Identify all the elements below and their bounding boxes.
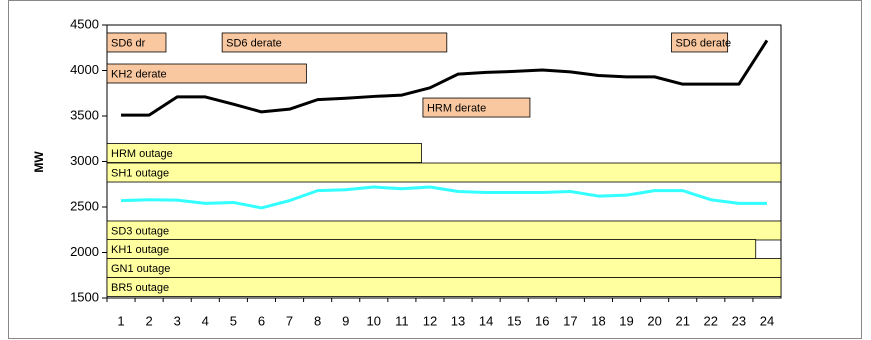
x-tick-label: 5 — [230, 313, 237, 328]
annotation-label: HRM outage — [111, 148, 173, 160]
annotation-box — [671, 32, 729, 53]
annotation-label: KH2 derate — [111, 68, 167, 80]
x-tick-label: 6 — [258, 313, 265, 328]
annotation-box — [106, 258, 782, 278]
y-tick-label: 2500 — [70, 198, 99, 213]
x-tick-label: 20 — [647, 313, 661, 328]
annotation-label: SD6 derate — [226, 37, 282, 49]
x-tick-label: 21 — [675, 313, 689, 328]
annotation-box — [106, 143, 422, 163]
annotation-label: SD6 derate — [675, 37, 731, 49]
x-tick-label: 16 — [535, 313, 549, 328]
x-tick-label: 4 — [202, 313, 209, 328]
x-tick-label: 1 — [117, 313, 124, 328]
x-tick-label: 24 — [760, 313, 774, 328]
x-tick-label: 3 — [174, 313, 181, 328]
x-tick-label: 7 — [286, 313, 293, 328]
annotation-label: KH1 outage — [111, 244, 169, 256]
annotation-box — [106, 277, 782, 297]
x-tick-label: 11 — [395, 313, 409, 328]
annotation-label: SD6 dr — [111, 37, 146, 49]
x-tick-label: 23 — [732, 313, 746, 328]
y-tick-label: 4500 — [70, 16, 99, 31]
x-tick-label: 8 — [314, 313, 321, 328]
x-tick-label: 14 — [479, 313, 493, 328]
y-tick-label: 1500 — [70, 289, 99, 304]
annotation-label: HRM derate — [427, 102, 486, 114]
annotation-box — [106, 239, 757, 259]
x-tick-label: 13 — [451, 313, 465, 328]
series-line — [121, 39, 769, 117]
y-tick-label: 3500 — [70, 107, 99, 122]
x-tick-label: 10 — [367, 313, 381, 328]
x-tick-label: 17 — [563, 313, 577, 328]
annotation-label: SH1 outage — [111, 167, 169, 179]
x-tick-label: 2 — [146, 313, 153, 328]
annotation-box — [106, 220, 782, 241]
x-tick-label: 19 — [619, 313, 633, 328]
y-tick-label: 4000 — [70, 62, 99, 77]
y-tick-label: 3000 — [70, 153, 99, 168]
annotation-label: GN1 outage — [111, 263, 170, 275]
x-tick-label: 22 — [704, 313, 718, 328]
annotation-box — [106, 63, 307, 84]
y-tick-label: 2000 — [70, 244, 99, 259]
annotation-box — [422, 97, 531, 118]
annotation-label: SD3 outage — [111, 225, 169, 237]
x-tick-label: 15 — [507, 313, 521, 328]
x-tick-label: 18 — [591, 313, 605, 328]
x-tick-label: 9 — [342, 313, 349, 328]
series-line — [120, 185, 767, 210]
annotation-box — [221, 32, 448, 53]
x-tick-label: 12 — [423, 313, 437, 328]
y-axis-label: MW — [32, 151, 46, 173]
annotation-label: BR5 outage — [111, 282, 169, 294]
annotation-box — [106, 32, 167, 53]
annotation-box — [106, 162, 782, 183]
